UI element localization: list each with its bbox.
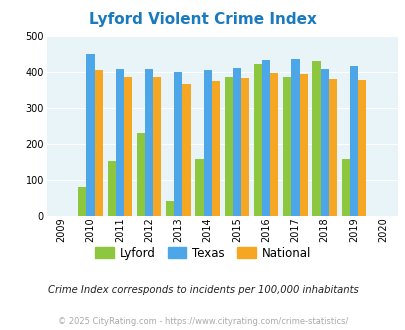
Bar xyxy=(328,80,336,216)
Bar xyxy=(195,159,203,216)
Bar xyxy=(357,80,365,216)
Bar xyxy=(253,64,262,216)
Text: Crime Index corresponds to incidents per 100,000 inhabitants: Crime Index corresponds to incidents per… xyxy=(47,285,358,295)
Bar xyxy=(312,61,320,216)
Text: © 2025 CityRating.com - https://www.cityrating.com/crime-statistics/: © 2025 CityRating.com - https://www.city… xyxy=(58,317,347,326)
Bar xyxy=(232,68,241,216)
Bar xyxy=(341,159,349,216)
Bar xyxy=(211,81,220,216)
Bar xyxy=(182,84,190,216)
Bar xyxy=(349,66,357,216)
Bar xyxy=(291,59,299,216)
Bar xyxy=(78,187,86,216)
Bar xyxy=(115,69,124,216)
Legend: Lyford, Texas, National: Lyford, Texas, National xyxy=(90,242,315,264)
Bar xyxy=(241,79,249,216)
Bar xyxy=(299,75,307,216)
Bar xyxy=(174,72,182,216)
Bar xyxy=(282,77,291,216)
Text: Lyford Violent Crime Index: Lyford Violent Crime Index xyxy=(89,12,316,26)
Bar xyxy=(136,133,145,216)
Bar xyxy=(166,201,174,216)
Bar xyxy=(224,77,232,216)
Bar xyxy=(145,69,153,216)
Bar xyxy=(94,70,102,216)
Bar xyxy=(124,77,132,216)
Bar xyxy=(262,60,270,216)
Bar xyxy=(107,161,115,216)
Bar xyxy=(86,53,94,216)
Bar xyxy=(270,73,278,216)
Bar xyxy=(203,71,211,216)
Bar xyxy=(320,69,328,216)
Bar xyxy=(153,77,161,216)
